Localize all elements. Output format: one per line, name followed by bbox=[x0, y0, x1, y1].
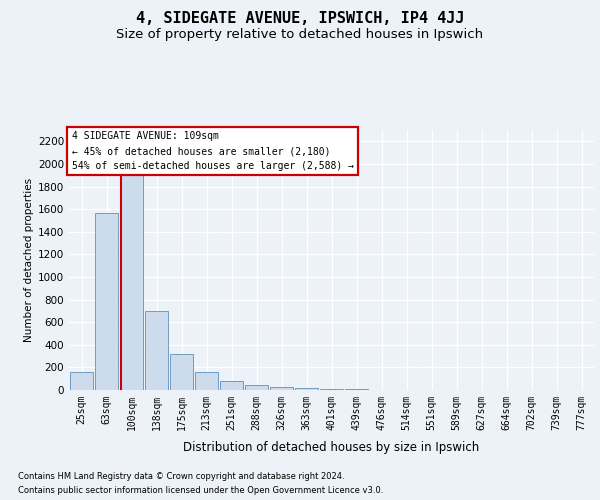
Text: Size of property relative to detached houses in Ipswich: Size of property relative to detached ho… bbox=[116, 28, 484, 41]
Text: 4, SIDEGATE AVENUE, IPSWICH, IP4 4JJ: 4, SIDEGATE AVENUE, IPSWICH, IP4 4JJ bbox=[136, 11, 464, 26]
Bar bbox=[95, 212, 118, 390]
X-axis label: Distribution of detached houses by size in Ipswich: Distribution of detached houses by size … bbox=[184, 441, 479, 454]
Bar bbox=[270, 387, 293, 390]
Bar bbox=[70, 372, 93, 390]
Bar bbox=[220, 380, 243, 390]
Bar bbox=[120, 175, 143, 390]
Text: Contains public sector information licensed under the Open Government Licence v3: Contains public sector information licen… bbox=[18, 486, 383, 495]
Text: Contains HM Land Registry data © Crown copyright and database right 2024.: Contains HM Land Registry data © Crown c… bbox=[18, 472, 344, 481]
Bar bbox=[195, 372, 218, 390]
Bar bbox=[320, 389, 343, 390]
Bar bbox=[245, 385, 268, 390]
Bar bbox=[170, 354, 193, 390]
Bar bbox=[295, 388, 318, 390]
Y-axis label: Number of detached properties: Number of detached properties bbox=[24, 178, 34, 342]
Text: 4 SIDEGATE AVENUE: 109sqm
← 45% of detached houses are smaller (2,180)
54% of se: 4 SIDEGATE AVENUE: 109sqm ← 45% of detac… bbox=[71, 132, 353, 171]
Bar bbox=[145, 311, 168, 390]
